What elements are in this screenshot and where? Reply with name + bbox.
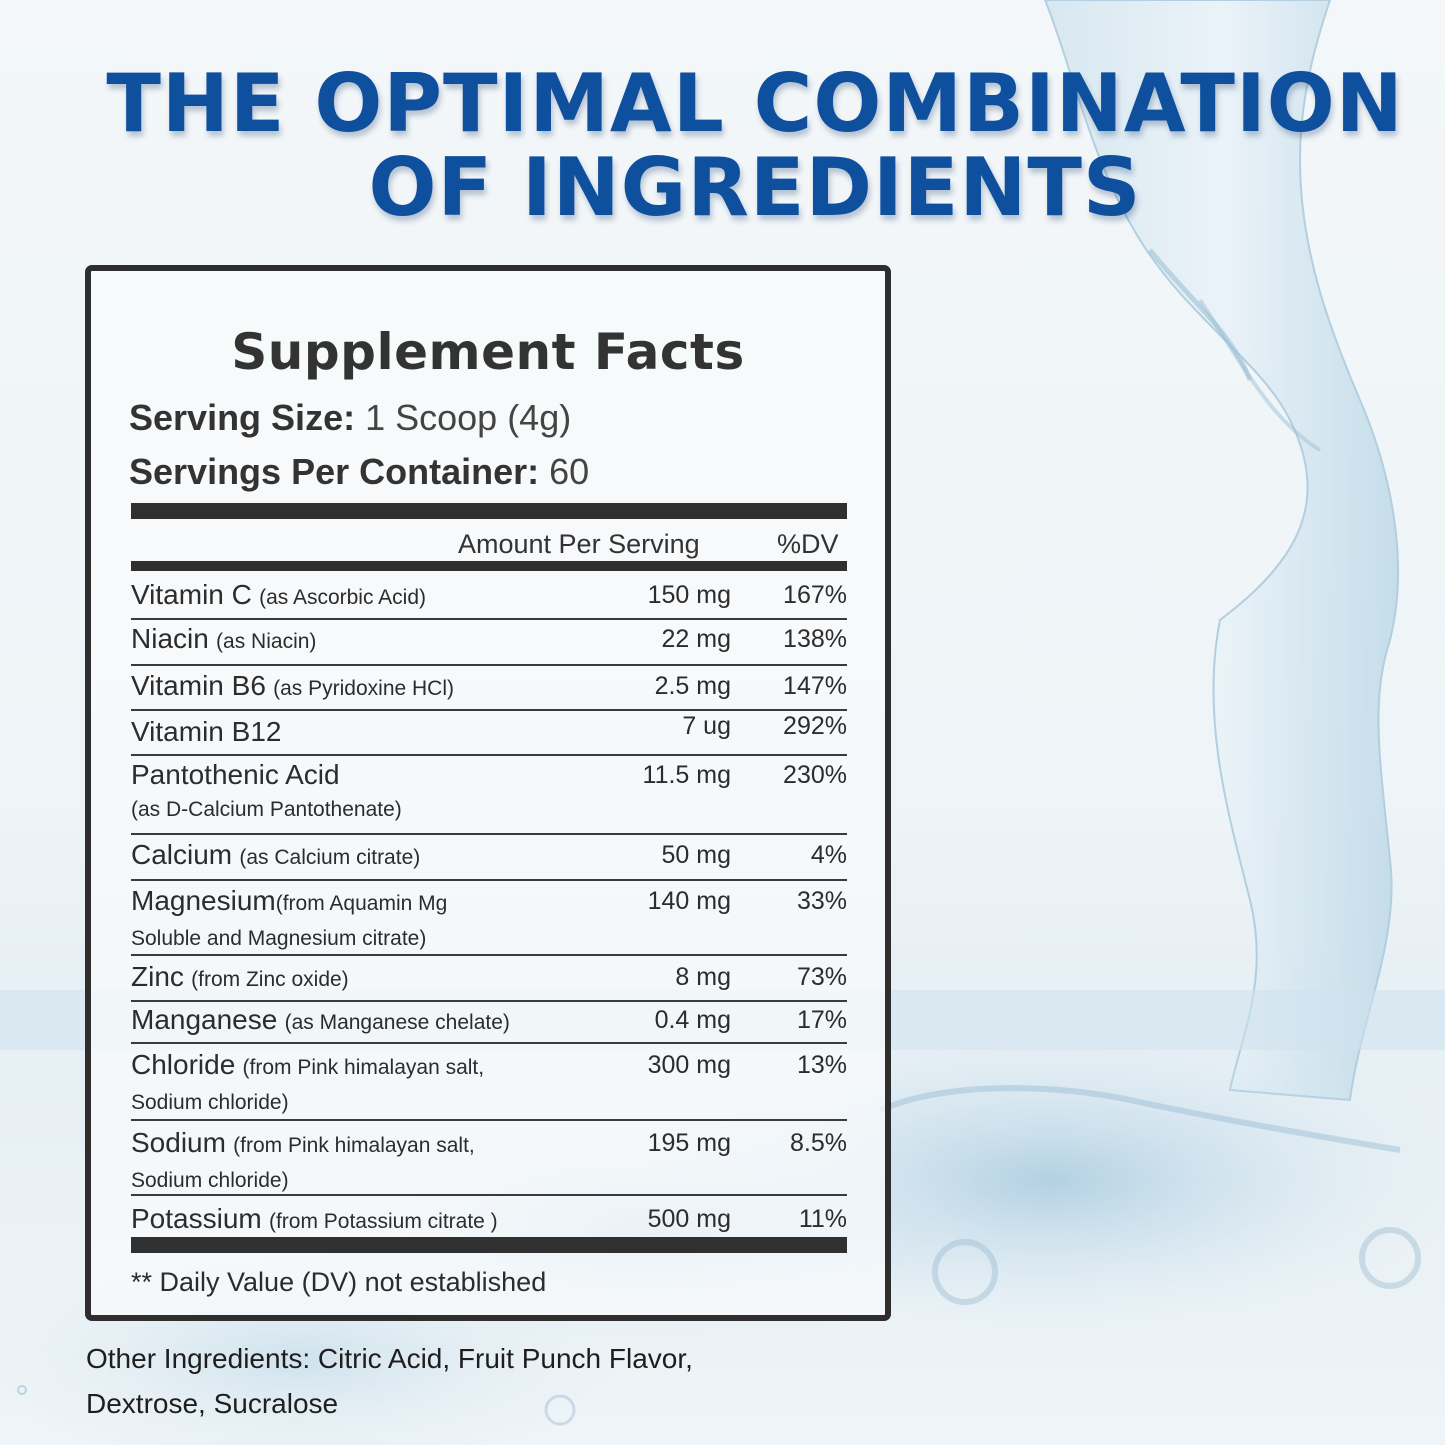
nutrient-amount: 8 mg	[675, 963, 731, 991]
nutrient-source: (as Manganese chelate)	[284, 1011, 510, 1034]
row-divider	[131, 664, 847, 666]
row-divider	[131, 954, 847, 956]
nutrient-source-continued: Sodium chloride)	[131, 1091, 289, 1114]
nutrient-dv: 147%	[783, 672, 847, 700]
row-divider	[131, 879, 847, 881]
nutrient-name: Vitamin C	[131, 579, 252, 610]
nutrient-name: Niacin	[131, 623, 209, 654]
column-header-amount: Amount Per Serving	[458, 529, 700, 559]
row-divider	[131, 618, 847, 620]
serving-size-label: Serving Size:	[129, 397, 356, 438]
nutrient-name: Vitamin B6	[131, 670, 266, 701]
nutrient-dv: 13%	[796, 1051, 847, 1079]
nutrient-dv: 17%	[796, 1006, 847, 1034]
row-divider	[131, 754, 847, 756]
nutrient-amount: 22 mg	[661, 625, 731, 653]
nutrient-amount: 50 mg	[661, 841, 731, 869]
nutrient-source: (as Niacin)	[216, 630, 317, 653]
thick-divider	[131, 1237, 847, 1253]
supplement-facts-title: Supplement Facts	[231, 323, 745, 381]
daily-value-footnote: ** Daily Value (DV) not established	[131, 1267, 547, 1297]
nutrient-amount: 300 mg	[647, 1051, 731, 1079]
servings-per-container-value: 60	[549, 451, 590, 492]
nutrient-dv: 11%	[798, 1205, 847, 1233]
serving-size-value: 1 Scoop (4g)	[365, 397, 572, 438]
column-header-dv: %DV	[777, 529, 839, 559]
nutrient-name: Vitamin B12	[131, 716, 282, 747]
row-divider	[131, 1042, 847, 1044]
nutrient-dv: 33%	[796, 887, 847, 915]
nutrient-dv: 8.5%	[790, 1129, 847, 1157]
nutrient-source: (as Ascorbic Acid)	[259, 586, 426, 609]
serving-size: Serving Size: 1 Scoop (4g)	[129, 397, 571, 439]
nutrient-name: Chloride	[131, 1049, 236, 1080]
nutrient-source-continued: Soluble and Magnesium citrate)	[131, 927, 427, 950]
nutrient-source: (from Pink himalayan salt,	[242, 1056, 485, 1079]
headline-line-1: THE OPTIMAL COMBINATION	[106, 57, 1404, 150]
nutrient-dv: 230%	[783, 761, 847, 789]
headline: THE OPTIMAL COMBINATION OF INGREDIENTS	[0, 62, 1445, 230]
nutrient-amount: 195 mg	[647, 1129, 731, 1157]
nutrient-source: (as Calcium citrate)	[239, 846, 421, 869]
nutrient-dv: 73%	[796, 963, 847, 991]
supplement-facts-panel: Supplement Facts Serving Size: 1 Scoop (…	[85, 265, 891, 1321]
nutrient-name: Sodium	[131, 1127, 226, 1158]
nutrient-amount: 150 mg	[647, 581, 731, 609]
nutrient-amount: 2.5 mg	[654, 672, 731, 700]
nutrient-dv: 138%	[783, 625, 847, 653]
nutrient-source: (from Zinc oxide)	[191, 968, 349, 991]
nutrient-dv: 292%	[783, 712, 847, 740]
other-ingredients: Other Ingredients: Citric Acid, Fruit Pu…	[86, 1336, 866, 1426]
row-divider	[131, 1119, 847, 1121]
nutrient-amount: 11.5 mg	[642, 761, 731, 789]
servings-per-container: Servings Per Container: 60	[129, 451, 589, 493]
nutrient-source: (from Pink himalayan salt,	[233, 1134, 475, 1157]
nutrient-amount: 140 mg	[647, 887, 731, 915]
nutrient-name: Potassium	[131, 1203, 262, 1234]
nutrient-name: Calcium	[131, 839, 233, 870]
nutrient-dv: 4%	[810, 841, 847, 869]
nutrient-dv: 167%	[783, 581, 847, 609]
row-divider	[131, 1000, 847, 1002]
row-divider	[131, 709, 847, 711]
nutrient-amount: 0.4 mg	[654, 1006, 731, 1034]
nutrient-source: (as Pyridoxine HCl)	[273, 677, 455, 700]
nutrient-name: Magnesium	[131, 885, 276, 916]
other-ingredients-line-2: Dextrose, Sucralose	[86, 1388, 339, 1419]
row-divider	[131, 833, 847, 835]
nutrient-source: (as D-Calcium Pantothenate)	[131, 798, 402, 821]
nutrient-amount: 7 ug	[682, 712, 731, 740]
nutrient-amount: 500 mg	[647, 1205, 731, 1233]
servings-per-container-label: Servings Per Container:	[129, 451, 540, 492]
nutrient-name: Manganese	[131, 1004, 278, 1035]
nutrient-source: (from Potassium citrate )	[268, 1210, 498, 1233]
thick-divider	[131, 503, 847, 519]
nutrient-source: (from Aquamin Mg	[275, 892, 448, 915]
nutrient-source-continued: Sodium chloride)	[131, 1169, 289, 1192]
nutrient-name: Zinc	[131, 961, 184, 992]
nutrient-name: Pantothenic Acid	[131, 759, 340, 790]
other-ingredients-line-1: Other Ingredients: Citric Acid, Fruit Pu…	[86, 1343, 693, 1374]
headline-line-2: OF INGREDIENTS	[368, 141, 1142, 234]
thick-divider	[131, 561, 847, 571]
row-divider	[131, 1194, 847, 1196]
